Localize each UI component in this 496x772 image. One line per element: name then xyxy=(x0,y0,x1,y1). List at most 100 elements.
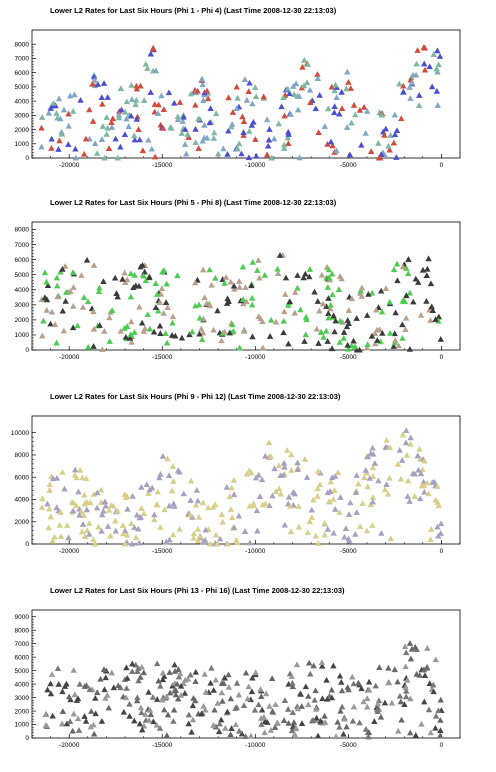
data-point xyxy=(65,110,72,117)
data-point xyxy=(434,68,441,75)
data-point xyxy=(301,338,308,344)
data-point xyxy=(341,533,348,540)
data-point xyxy=(396,446,403,453)
data-point xyxy=(337,494,344,500)
data-point xyxy=(184,675,192,682)
data-point xyxy=(134,694,141,701)
data-point xyxy=(131,272,138,278)
y-tick-label: 8000 xyxy=(15,41,30,48)
data-point xyxy=(258,715,265,721)
data-point xyxy=(186,511,194,518)
data-point xyxy=(146,273,153,280)
y-tick-label: 10000 xyxy=(11,430,29,437)
data-point xyxy=(147,711,155,718)
data-point xyxy=(214,540,221,547)
data-point xyxy=(53,339,60,346)
data-point xyxy=(212,723,220,730)
data-point xyxy=(418,720,425,727)
data-point xyxy=(298,703,305,709)
data-point xyxy=(232,705,239,711)
data-point xyxy=(163,280,170,287)
data-point xyxy=(258,721,265,727)
data-point xyxy=(255,471,262,478)
data-point xyxy=(340,334,347,341)
data-point xyxy=(147,50,154,57)
data-point xyxy=(128,540,136,547)
data-point xyxy=(321,531,328,538)
data-point xyxy=(312,687,319,694)
data-point xyxy=(133,697,141,704)
data-point xyxy=(336,110,343,117)
data-point xyxy=(404,270,412,277)
data-point xyxy=(119,530,127,537)
data-point xyxy=(45,505,53,512)
data-point xyxy=(324,695,331,702)
x-tick-label: -15000 xyxy=(152,742,173,749)
data-point xyxy=(300,56,308,63)
data-point xyxy=(215,150,222,157)
data-point xyxy=(85,344,92,350)
data-point xyxy=(47,680,54,687)
data-point xyxy=(236,344,243,351)
data-point xyxy=(80,512,88,518)
data-point xyxy=(144,65,151,71)
y-tick-label: 0 xyxy=(25,541,29,548)
data-point xyxy=(128,81,135,88)
data-point xyxy=(187,477,195,484)
data-point xyxy=(100,507,107,514)
data-point xyxy=(284,705,292,712)
data-point xyxy=(233,679,241,686)
data-point xyxy=(365,733,372,740)
data-point xyxy=(335,286,343,293)
data-point xyxy=(159,676,167,683)
data-point xyxy=(133,511,141,518)
data-point xyxy=(101,154,108,161)
data-point xyxy=(437,717,444,723)
data-point xyxy=(176,99,184,105)
data-point xyxy=(100,278,107,285)
data-point xyxy=(294,466,301,472)
data-point xyxy=(106,314,113,321)
x-tick-label: -5000 xyxy=(340,548,357,555)
data-point xyxy=(161,506,168,513)
data-point xyxy=(246,467,253,474)
data-point xyxy=(324,338,331,344)
data-point xyxy=(131,329,138,335)
data-point xyxy=(284,134,291,141)
data-point xyxy=(347,499,354,506)
data-point xyxy=(249,258,256,265)
data-point xyxy=(90,730,98,737)
data-point xyxy=(281,697,289,704)
data-point xyxy=(71,691,79,698)
data-point xyxy=(160,310,167,316)
data-point xyxy=(218,511,225,518)
data-point xyxy=(391,666,398,673)
y-tick-label: 8000 xyxy=(15,627,30,634)
data-point xyxy=(275,462,283,469)
data-point xyxy=(136,136,143,143)
x-tick-label: -20000 xyxy=(59,548,80,555)
data-point xyxy=(138,505,145,511)
data-point xyxy=(415,466,422,473)
data-point xyxy=(47,690,55,697)
y-tick-label: 6000 xyxy=(15,257,30,264)
data-point xyxy=(70,499,77,506)
data-point xyxy=(102,674,109,681)
data-point xyxy=(356,719,363,726)
data-point xyxy=(399,431,407,438)
data-point xyxy=(129,660,136,667)
data-point xyxy=(234,94,241,101)
data-point xyxy=(61,683,69,689)
data-point xyxy=(60,327,68,334)
data-point xyxy=(426,63,433,70)
data-point xyxy=(403,451,411,458)
data-point xyxy=(342,525,350,532)
data-point xyxy=(251,706,259,713)
data-point xyxy=(240,300,247,307)
data-point xyxy=(320,334,327,340)
data-point xyxy=(199,81,206,88)
data-point xyxy=(190,530,198,537)
data-point xyxy=(192,126,199,132)
data-point xyxy=(55,146,62,152)
data-point xyxy=(285,719,292,726)
